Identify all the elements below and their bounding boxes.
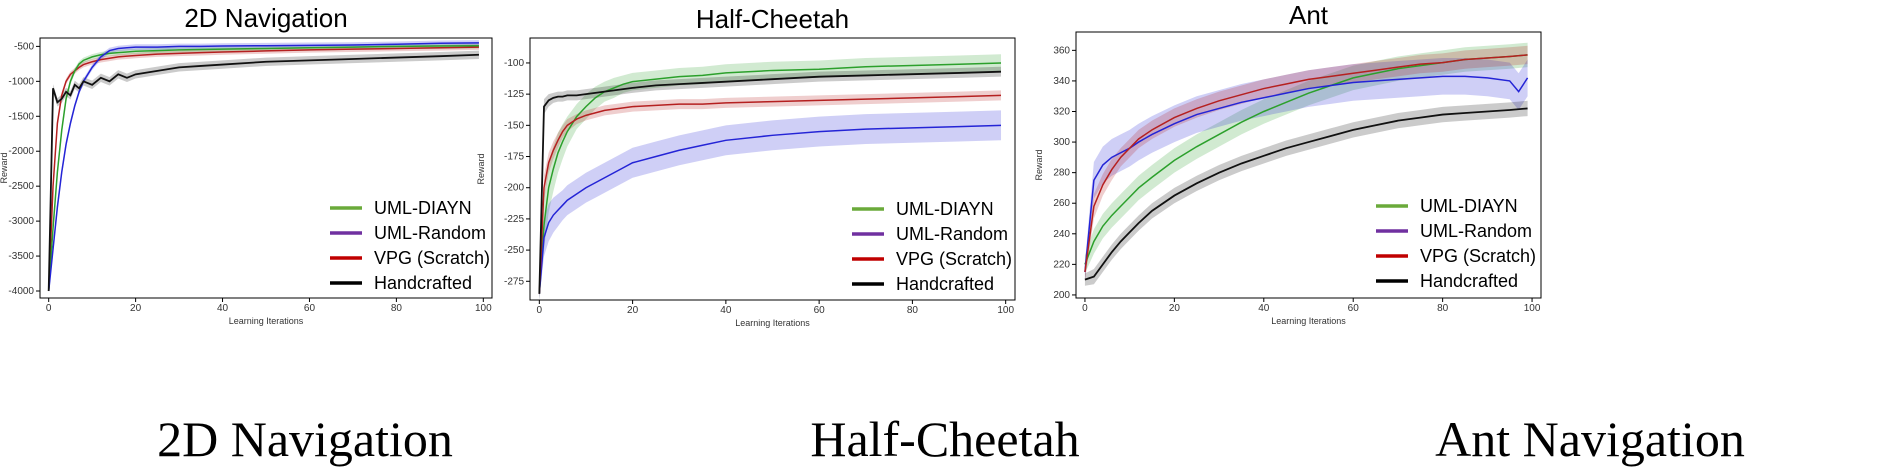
x-tick-label: 60 [814,305,826,316]
chart-title: Half-Cheetah [696,4,849,34]
y-tick-label: -3000 [8,216,34,227]
x-tick-label: 20 [1169,303,1181,314]
y-tick-label: 340 [1053,76,1070,87]
band-uml-random [1084,57,1528,282]
band-vpg-scratch [1084,45,1528,282]
band-uml-random [539,110,1002,300]
chart-plot-group: Half-Cheetah 0 20 40 60 80 100 -275 -250 -225 -200… [476,4,1016,328]
y-tick-label: -3500 [8,251,34,262]
y-tick-label: 320 [1053,106,1070,117]
y-tick-label: 220 [1053,259,1070,270]
x-tick-label: 80 [907,305,919,316]
y-tick-label: -4000 [8,286,34,297]
band-handcrafted [539,66,1002,300]
chart-title: 2D Navigation [184,3,347,33]
legend-label-uml-diayn: UML-DIAYN [896,199,994,219]
x-tick-label: 20 [627,305,639,316]
y-tick-label: -500 [14,41,34,52]
chart-svg-half-cheetah: Half-Cheetah 0 20 40 60 80 100 -275 -250 -225 -200… [476,4,1016,328]
legend-label-uml-diayn: UML-DIAYN [374,198,472,218]
y-tick-label: -2500 [8,181,34,192]
y-tick-label: 360 [1053,45,1070,56]
y-axis-label: Reward [0,152,9,183]
plot-frame [529,37,1016,301]
x-tick-label: 100 [1524,303,1541,314]
x-axis-label: Learning Iterations [735,318,810,328]
y-tick-label: -200 [504,183,524,194]
chart-panel-2d-navigation: 2D Navigation 0 20 40 60 80 100 -4000 -3500 -3000… [0,0,628,390]
plot-frame [1075,31,1542,299]
x-tick-label: 40 [217,303,229,314]
y-tick-label: -225 [504,214,524,225]
x-tick-label: 20 [130,303,142,314]
chart-plot-group: 2D Navigation 0 20 40 60 80 100 -4000 -3500 -3000… [0,3,493,326]
caption-half-cheetah: Half-Cheetah [810,411,1080,467]
x-tick-label: 60 [304,303,316,314]
legend-label-uml-random: UML-Random [1420,221,1532,241]
y-tick-label: 260 [1053,198,1070,209]
caption-2d-navigation: 2D Navigation [157,411,453,467]
y-axis-label: Reward [1034,149,1044,180]
series-line-uml-random [1084,75,1529,273]
legend-label-handcrafted: Handcrafted [374,273,472,293]
x-axis-label: Learning Iterations [229,316,304,326]
legend-label-uml-random: UML-Random [374,223,486,243]
x-tick-label: 100 [997,305,1014,316]
y-tick-label: -125 [504,89,524,100]
y-axis-label: Reward [476,153,486,184]
series-line-handcrafted [538,70,1002,294]
legend-label-vpg-scratch: VPG (Scratch) [374,248,490,268]
chart-panel-ant: Ant 0 20 40 60 80 100 200 220 240 260 280 300 320 340 3… [1034,0,1884,390]
y-tick-label: 300 [1053,137,1070,148]
series-line-vpg-scratch [538,94,1002,294]
chart-svg-2d-navigation: 2D Navigation 0 20 40 60 80 100 -4000 -3500 -3000… [0,3,493,326]
x-tick-label: 0 [46,303,52,314]
legend-label-vpg-scratch: VPG (Scratch) [1420,246,1536,266]
legend-label-handcrafted: Handcrafted [1420,271,1518,291]
x-tick-label: 40 [720,305,732,316]
y-tick-label: 280 [1053,168,1070,179]
y-tick-label: -250 [504,245,524,256]
chart-svg-ant: Ant 0 20 40 60 80 100 200 220 240 260 280 300 320 340 3… [1034,0,1542,326]
series-line-uml-diayn [538,62,1002,294]
legend-label-uml-diayn: UML-DIAYN [1420,196,1518,216]
x-tick-label: 0 [1082,303,1088,314]
band-uml-random [48,40,479,293]
y-tick-label: -150 [504,120,524,131]
x-tick-label: 80 [391,303,403,314]
band-handcrafted [1084,100,1528,286]
chart-title: Ant [1289,0,1329,30]
y-tick-label: -100 [504,58,524,69]
y-tick-label: 240 [1053,229,1070,240]
x-tick-label: 40 [1258,303,1270,314]
plot-frame [39,37,493,299]
caption-ant-navigation: Ant Navigation [1435,411,1745,467]
series-line-uml-random [538,124,1002,294]
legend-label-uml-random: UML-Random [896,224,1008,244]
x-tick-label: 60 [1348,303,1360,314]
x-tick-label: 80 [1437,303,1449,314]
x-tick-label: 100 [475,303,492,314]
y-tick-label: -175 [504,152,524,163]
y-tick-label: -1000 [8,76,34,87]
y-tick-label: -1500 [8,111,34,122]
y-tick-label: 200 [1053,290,1070,301]
y-tick-label: -275 [504,276,524,287]
legend-label-vpg-scratch: VPG (Scratch) [896,249,1012,269]
band-vpg-scratch [539,90,1002,300]
chart-plot-group: Ant 0 20 40 60 80 100 200 220 240 260 280 300 320 340 3… [1034,0,1542,326]
x-axis-label: Learning Iterations [1271,316,1346,326]
chart-panel-half-cheetah: Half-Cheetah 0 20 40 60 80 100 -275 -250 -225 -200… [476,0,1256,390]
legend-label-handcrafted: Handcrafted [896,274,994,294]
x-tick-label: 0 [537,305,543,316]
y-tick-label: -2000 [8,146,34,157]
